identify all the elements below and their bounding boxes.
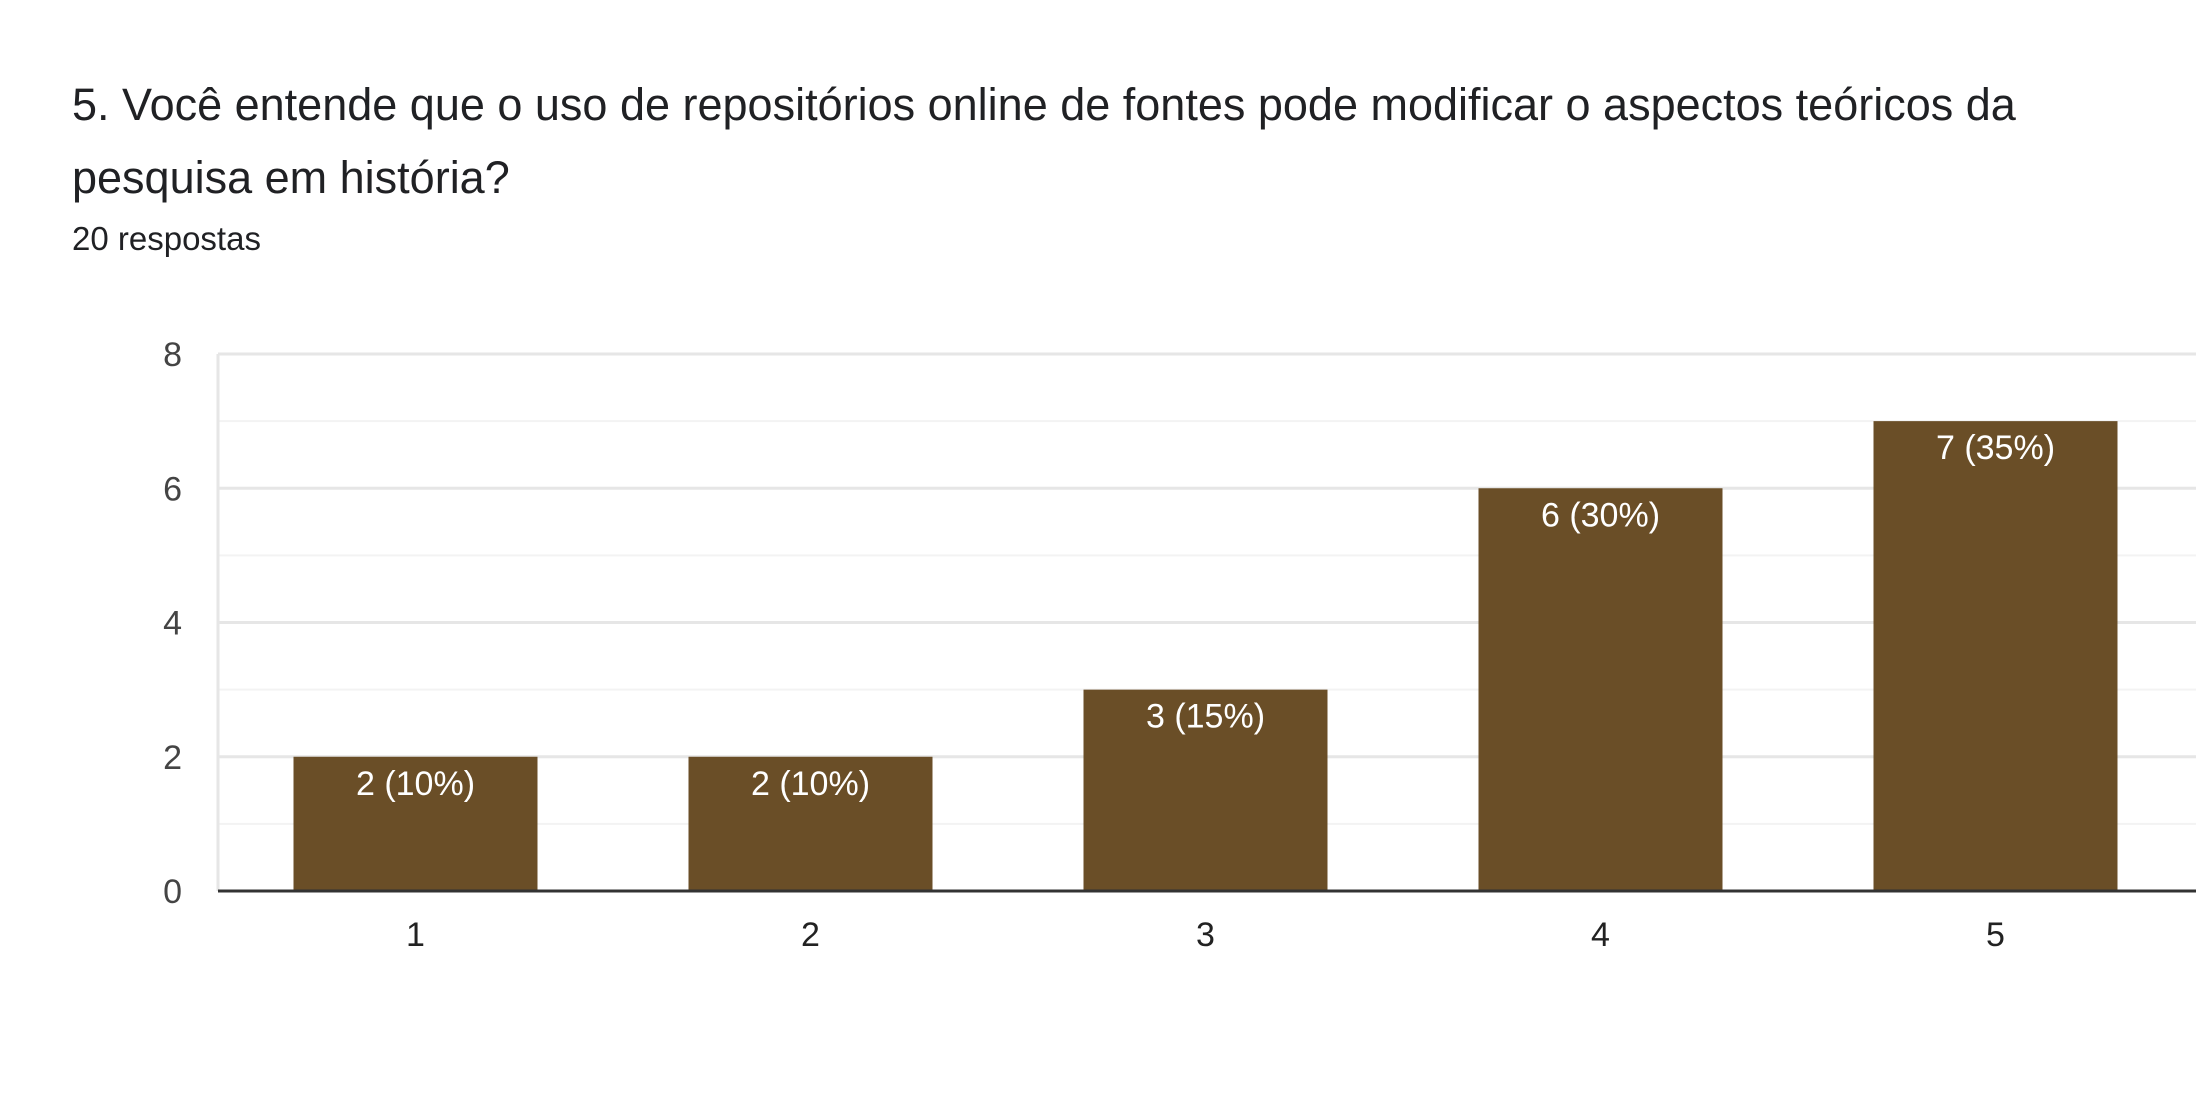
bar-data-label: 6 (30%): [1541, 496, 1660, 534]
x-tick-label: 1: [406, 916, 425, 954]
bar-data-label: 2 (10%): [356, 765, 475, 803]
chart-y-axis: 0 2 4 6 8: [163, 336, 182, 911]
bar-data-label: 7 (35%): [1936, 429, 2055, 467]
bar-1: [293, 756, 538, 891]
x-tick-label: 2: [801, 916, 820, 954]
x-tick-label: 4: [1591, 916, 1610, 954]
y-tick-label: 2: [163, 739, 182, 777]
bar-data-label: 2 (10%): [751, 765, 870, 803]
response-count: 20 respostas: [72, 220, 261, 257]
chart-bars: [293, 421, 2118, 891]
y-tick-label: 8: [163, 336, 182, 374]
chart-bar-labels: 2 (10%) 2 (10%) 3 (15%) 6 (30%) 7 (35%): [356, 429, 2055, 803]
bar-data-label: 3 (15%): [1146, 698, 1265, 736]
bar-2: [688, 756, 933, 891]
y-tick-label: 4: [163, 605, 182, 643]
bar-4: [1478, 488, 1723, 891]
bar-3: [1083, 689, 1328, 891]
bar-5: [1873, 421, 2118, 891]
y-tick-label: 0: [163, 873, 182, 911]
question-title: 5. Você entende que o uso de repositório…: [72, 79, 2016, 203]
x-tick-label: 5: [1986, 916, 2005, 954]
y-tick-label: 6: [163, 470, 182, 508]
x-tick-label: 3: [1196, 916, 1215, 954]
chart-x-axis: 1 2 3 4 5: [218, 889, 2196, 954]
